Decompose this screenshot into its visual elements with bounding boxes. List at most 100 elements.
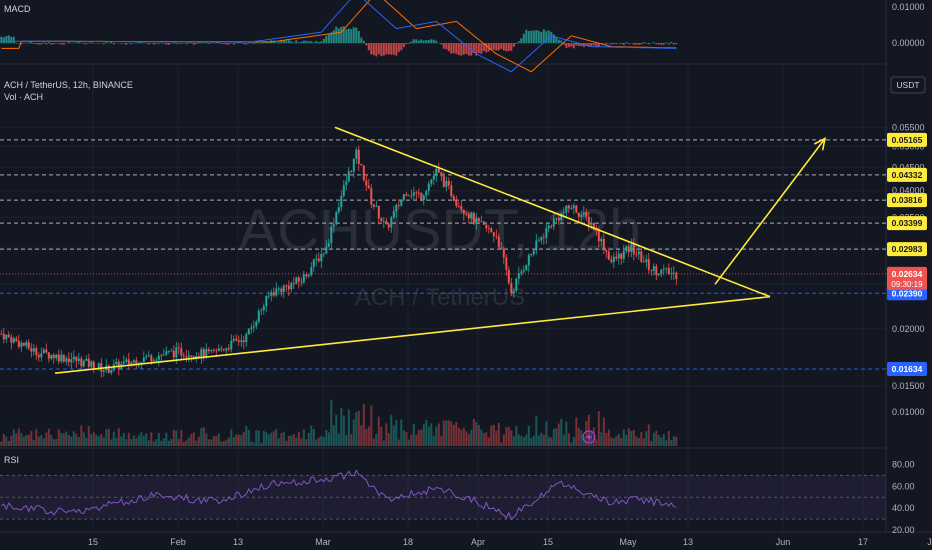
candle-body [200, 349, 203, 358]
candle-body [625, 246, 628, 251]
macd-histogram-bar [572, 43, 575, 49]
macd-histogram-bar [605, 43, 608, 45]
candle-body [75, 356, 78, 361]
candle-body [210, 349, 213, 352]
macd-histogram-bar [130, 43, 133, 45]
volume-bar [467, 434, 470, 446]
macd-histogram-bar [310, 41, 313, 44]
macd-histogram-bar [287, 40, 290, 44]
volume-bar [232, 437, 235, 446]
volume-bar [602, 417, 605, 446]
candle-body [602, 238, 605, 251]
macd-histogram-bar [525, 29, 528, 44]
macd-histogram-bar [375, 43, 378, 57]
volume-bar [625, 434, 628, 446]
time-tick-label: 18 [403, 537, 413, 547]
candle-body [185, 356, 188, 358]
volume-bar [277, 438, 280, 446]
candle-body [597, 230, 600, 242]
projection-arrow-head [813, 137, 827, 151]
volume-bar [175, 430, 178, 446]
lightning-icon[interactable] [582, 430, 596, 444]
candle-body [250, 327, 253, 330]
price-level-label: 0.01634 [892, 364, 923, 374]
volume-bar [417, 429, 420, 446]
candle-body [527, 254, 530, 266]
macd-histogram-bar [640, 43, 643, 45]
volume-bar [605, 432, 608, 446]
candle-body [657, 273, 660, 276]
candle-body [547, 225, 550, 229]
macd-histogram-bar [665, 42, 668, 44]
volume-bar [212, 436, 215, 446]
candle-body [410, 195, 413, 197]
macd-histogram-bar [577, 43, 580, 47]
macd-histogram-bar [590, 43, 593, 47]
macd-histogram-bar [380, 43, 383, 57]
macd-histogram-bar [545, 31, 548, 44]
volume-bar [557, 423, 560, 446]
volume-bar [395, 419, 398, 446]
price-tick-label: 0.01500 [892, 381, 925, 391]
candle-body [225, 348, 228, 351]
candle-body [315, 258, 318, 260]
candle-body [515, 278, 518, 291]
price-tick-label: 0.01000 [892, 407, 925, 417]
volume-bar [340, 408, 343, 446]
volume-bar [135, 438, 138, 446]
candle-body [502, 248, 505, 258]
time-tick-label: Mar [315, 537, 331, 547]
drawings[interactable] [54, 126, 827, 374]
macd-histogram-bar [565, 43, 568, 48]
macd-histogram-bar [12, 36, 15, 44]
volume-bar [455, 422, 458, 446]
time-axis: 15Feb13Mar18Apr15May13Jun17Jul15 [88, 537, 932, 547]
currency-button[interactable] [890, 76, 926, 94]
volume-bar [627, 428, 630, 446]
volume-bar [170, 438, 173, 446]
macd-histogram-bar [552, 34, 555, 44]
volume-bar [295, 437, 298, 446]
candle-body [577, 212, 580, 217]
time-tick-label: 17 [858, 537, 868, 547]
volume-bar [292, 434, 295, 446]
price-level-label: 0.04332 [892, 170, 923, 180]
candle-body [332, 224, 335, 227]
candle-body [55, 354, 58, 359]
candle-body [72, 356, 75, 360]
macd-histogram-bar [50, 43, 53, 45]
candle-body [500, 247, 503, 249]
volume-bar [307, 433, 310, 446]
macd-histogram-bar [207, 43, 210, 44]
volume-bar [147, 440, 150, 446]
macd-histogram-bar [337, 28, 340, 44]
macd-histogram-bar [317, 42, 320, 44]
macd-histogram-bar [242, 43, 245, 45]
candle-body [662, 268, 665, 270]
candle-body [87, 358, 90, 367]
candle-body [470, 212, 473, 219]
macd-histogram-bar [230, 42, 233, 44]
macd-histogram-bar [527, 30, 530, 44]
candle-body [252, 326, 255, 328]
candle-body [0, 333, 3, 335]
candle-body [412, 192, 415, 196]
candle-body [437, 168, 440, 173]
volume-bar [442, 420, 445, 446]
macd-label: MACD [4, 4, 31, 14]
macd-histogram-bar [5, 36, 8, 44]
candle-body [675, 272, 678, 279]
macd-histogram-bar [482, 43, 485, 52]
volume-bar [60, 433, 63, 446]
macd-histogram-bar [612, 43, 615, 45]
macd-histogram-bar [335, 26, 338, 44]
macd-histogram-bar [467, 43, 470, 56]
volume-bar [600, 432, 603, 446]
volume-bar [422, 424, 425, 446]
volume-bar [272, 431, 275, 446]
volume-bar [445, 420, 448, 446]
macd-histogram-bar [157, 43, 160, 44]
volume-bar [2, 433, 5, 446]
